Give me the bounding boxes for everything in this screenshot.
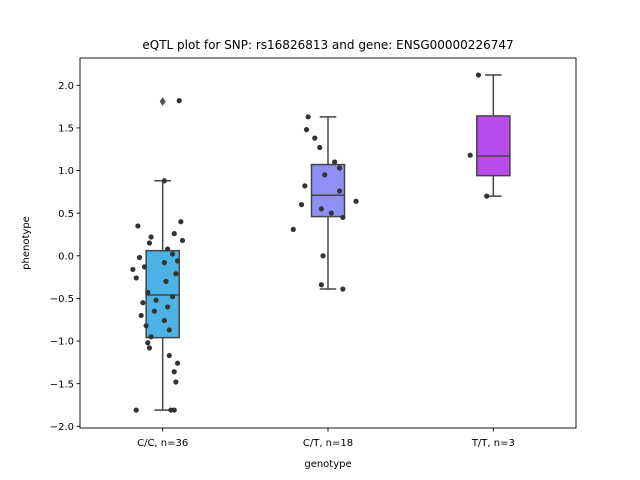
data-point (141, 264, 148, 270)
iqr-box (476, 115, 511, 177)
data-point (133, 275, 139, 281)
data-point (146, 240, 153, 246)
data-point (130, 266, 136, 273)
data-point (322, 172, 328, 178)
data-point (173, 271, 179, 277)
data-point (176, 98, 182, 104)
data-point (332, 159, 338, 165)
data-point (320, 253, 326, 259)
y-tick-label: 0.5 (58, 209, 74, 220)
data-point (169, 251, 176, 257)
x-axis: C/C, n=36 C/T, n=18 T/T, n=3 (137, 428, 515, 449)
data-point (165, 246, 171, 252)
data-point (336, 165, 343, 171)
data-point (174, 360, 181, 366)
y-axis-title: phenotype (21, 216, 32, 270)
data-point (153, 297, 159, 303)
y-tick-label: 1.0 (58, 166, 74, 177)
data-point (318, 206, 324, 212)
data-point (161, 317, 167, 324)
data-point (305, 114, 311, 120)
y-tick-label: −1.5 (50, 379, 74, 390)
iqr-box (145, 249, 180, 339)
data-point (169, 294, 176, 300)
x-tick-label: C/C, n=36 (137, 438, 188, 449)
data-point (135, 223, 141, 229)
data-point (298, 202, 305, 208)
x-tick-label: C/T, n=18 (303, 438, 353, 449)
data-point (140, 300, 146, 306)
data-point (148, 334, 154, 340)
data-point (290, 226, 296, 232)
x-axis-title: genotype (304, 459, 351, 470)
x-tick-label: T/T, n=3 (471, 438, 515, 449)
data-point (340, 286, 346, 292)
data-point (317, 144, 323, 151)
box-group-cc (130, 96, 186, 413)
data-point (161, 178, 167, 184)
data-point (475, 72, 482, 78)
data-point (303, 127, 310, 133)
data-point (161, 260, 167, 266)
data-point (148, 234, 154, 240)
data-point (178, 219, 184, 225)
data-point (173, 379, 179, 385)
data-point (328, 210, 334, 216)
data-point (136, 254, 143, 261)
y-tick-label: −2.0 (50, 422, 74, 433)
data-point (163, 278, 169, 284)
chart-title: eQTL plot for SNP: rs16826813 and gene: … (142, 38, 513, 52)
y-tick-label: 0.0 (58, 251, 74, 262)
data-point (171, 369, 177, 375)
data-point (138, 312, 144, 319)
data-point (151, 308, 157, 314)
plot-area (130, 72, 511, 413)
data-point (302, 183, 308, 189)
outlier-marker (159, 96, 166, 106)
data-point (336, 188, 343, 194)
box-group-tt (467, 72, 511, 199)
data-point (318, 282, 324, 288)
data-point (145, 340, 151, 346)
data-point (171, 231, 177, 237)
y-tick-label: −0.5 (50, 294, 74, 305)
data-point (353, 198, 359, 204)
y-axis: 2.0 1.5 1.0 0.5 0.0 −0.5 −1.0 −1.5 −2.0 (50, 81, 80, 433)
data-point (133, 407, 139, 413)
data-point (484, 193, 490, 199)
data-point (312, 135, 318, 141)
data-point (467, 152, 473, 158)
data-point (143, 323, 149, 329)
data-point (174, 258, 181, 264)
data-point (171, 407, 177, 413)
y-tick-label: 2.0 (58, 81, 74, 92)
data-point (179, 237, 186, 244)
data-point (146, 345, 153, 351)
data-point (145, 289, 151, 296)
y-tick-label: 1.5 (58, 124, 74, 135)
data-point (340, 214, 346, 221)
box-group-ct (290, 114, 359, 292)
data-point (165, 304, 171, 310)
data-point (166, 352, 172, 359)
data-point (166, 327, 172, 333)
y-tick-label: −1.0 (50, 337, 74, 348)
